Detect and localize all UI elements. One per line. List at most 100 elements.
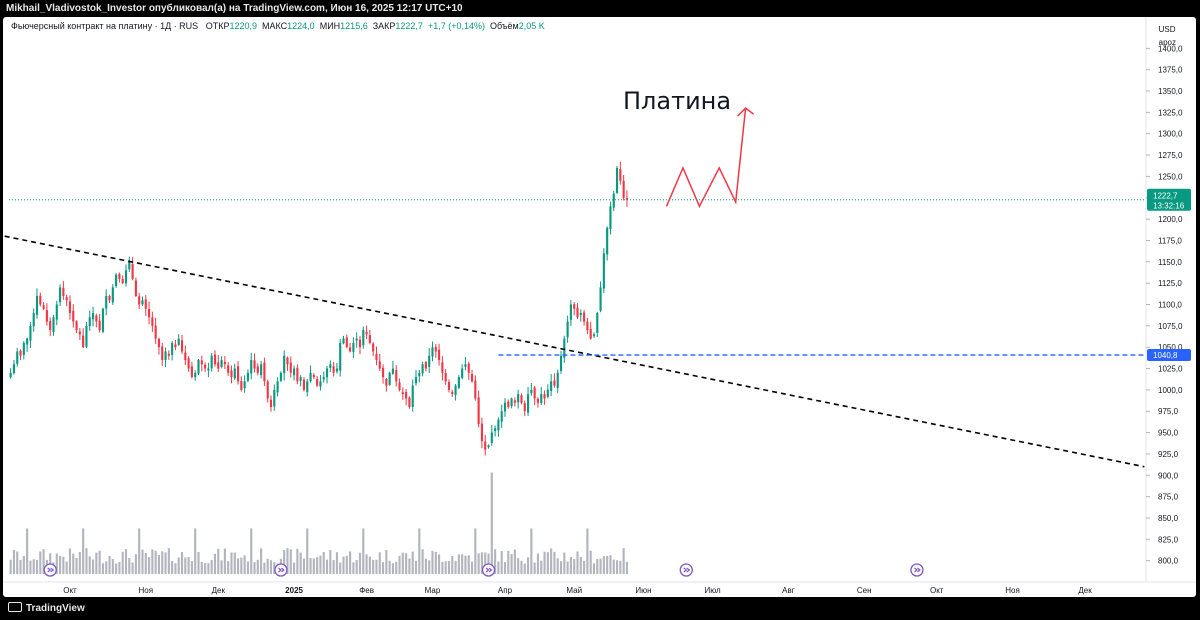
volume-bar	[65, 561, 68, 574]
price-tick-label: 1075,0	[1158, 322, 1183, 331]
candle-body	[421, 364, 424, 374]
price-tick-label: 1200,0	[1158, 215, 1183, 224]
dividend-arrow-icon[interactable]	[679, 563, 693, 577]
candle-body	[533, 387, 536, 399]
candle-body	[434, 346, 437, 352]
candle-body	[358, 339, 362, 348]
candle-body	[484, 441, 487, 450]
volume-bar	[355, 560, 358, 574]
volume-bar	[583, 560, 586, 574]
close-value: 1222,7	[395, 21, 423, 31]
price-tick-label: 1125,0	[1158, 279, 1182, 288]
volume-bar	[230, 552, 233, 574]
dividend-arrow-icon[interactable]	[43, 563, 57, 577]
volume-bar	[490, 472, 493, 574]
dividend-arrow-icon[interactable]	[910, 563, 924, 577]
volume-bar	[306, 528, 309, 574]
projection-path	[665, 108, 747, 209]
volume-bar	[418, 528, 421, 574]
candle-body	[470, 374, 474, 382]
candle-body	[543, 394, 546, 399]
time-tick-label: Сен	[857, 586, 872, 595]
volume-bar	[131, 562, 134, 574]
current-price-value: 1222,7	[1153, 192, 1178, 201]
candle-body	[418, 372, 421, 377]
candle-body	[52, 317, 55, 332]
candle-body	[26, 338, 29, 345]
volume-bar	[441, 561, 444, 574]
candle-body	[141, 300, 144, 305]
candle-body	[325, 368, 329, 378]
candle-body	[414, 377, 418, 384]
time-tick-label: Ноя	[138, 586, 153, 595]
candle-body	[16, 351, 19, 364]
marker-chevron	[686, 567, 691, 573]
candle-body	[507, 401, 510, 407]
candle-body	[101, 308, 104, 332]
volume-bar	[128, 557, 131, 574]
high-value: 1224,0	[287, 21, 315, 31]
volume-bar	[520, 560, 523, 574]
dividend-arrow-icon[interactable]	[274, 563, 288, 577]
symbol-name: Фьючерсный контракт на платину · 1Д · RU…	[11, 21, 199, 31]
marker-chevron	[683, 567, 688, 573]
candle-body	[207, 368, 210, 371]
volume-bar	[161, 551, 164, 574]
volume-bar	[35, 559, 39, 574]
countdown-value: 13:32:16	[1153, 202, 1185, 211]
candle-body	[65, 297, 68, 301]
volume-bar	[138, 528, 141, 574]
candle-body	[517, 394, 520, 403]
candle-body	[454, 385, 457, 395]
candle-body	[302, 379, 306, 390]
candle-body	[200, 360, 203, 365]
price-tick-label: 900,0	[1158, 471, 1179, 480]
candle-body	[164, 351, 167, 360]
volume-bar	[454, 560, 457, 574]
change-value: +1,7 (+0,14%)	[427, 21, 485, 31]
candle-body	[342, 338, 345, 344]
volume-bar	[325, 559, 329, 574]
dividend-arrow-icon[interactable]	[481, 563, 496, 577]
time-tick-label: Фев	[359, 586, 374, 595]
low-label: МИН	[319, 21, 341, 31]
chart-panel[interactable]: Платина 800,0 825,0 850,0 875,0 900,0 925,0 95…	[3, 17, 1196, 597]
annotation-title: Платина	[623, 87, 731, 115]
volume-bar	[576, 551, 579, 574]
volume-bar	[167, 548, 170, 574]
candle-body	[190, 366, 193, 378]
price-tick-label: 1025,0	[1158, 365, 1183, 374]
marker-chevron	[50, 567, 55, 573]
candle-body	[230, 370, 233, 378]
volume-bar	[39, 551, 42, 574]
volume-bar	[105, 561, 108, 574]
price-tick-label: 1050,0	[1158, 343, 1183, 352]
candle-body	[494, 428, 497, 432]
volume-bar	[622, 548, 625, 574]
candle-body	[322, 377, 325, 380]
volume-bar	[312, 558, 315, 574]
candle-body	[599, 287, 602, 311]
volume-bar	[62, 556, 65, 574]
candle-body	[157, 338, 161, 348]
chart-canvas[interactable]: Платина 800,0 825,0 850,0 875,0 900,0 925,0 95…	[3, 17, 1196, 597]
candle-body	[266, 381, 269, 399]
volume-bar	[174, 563, 177, 574]
candle-body	[177, 338, 180, 345]
volume-bar	[546, 552, 549, 574]
candle-body	[42, 305, 45, 309]
candle-body	[253, 360, 256, 369]
volume-label: Объём	[490, 21, 519, 31]
candle-body	[134, 280, 137, 296]
currency-selector[interactable]: USD apoz	[1159, 23, 1176, 49]
candle-body	[223, 361, 226, 365]
time-tick-label: 2025	[285, 586, 303, 595]
tradingview-logo[interactable]: TradingView	[8, 598, 85, 620]
volume-bar	[543, 551, 546, 574]
volume-bar	[309, 558, 312, 574]
volume-bar	[260, 548, 263, 574]
candle-body	[556, 372, 559, 389]
candle-body	[312, 374, 315, 378]
volume-bar	[401, 552, 404, 574]
